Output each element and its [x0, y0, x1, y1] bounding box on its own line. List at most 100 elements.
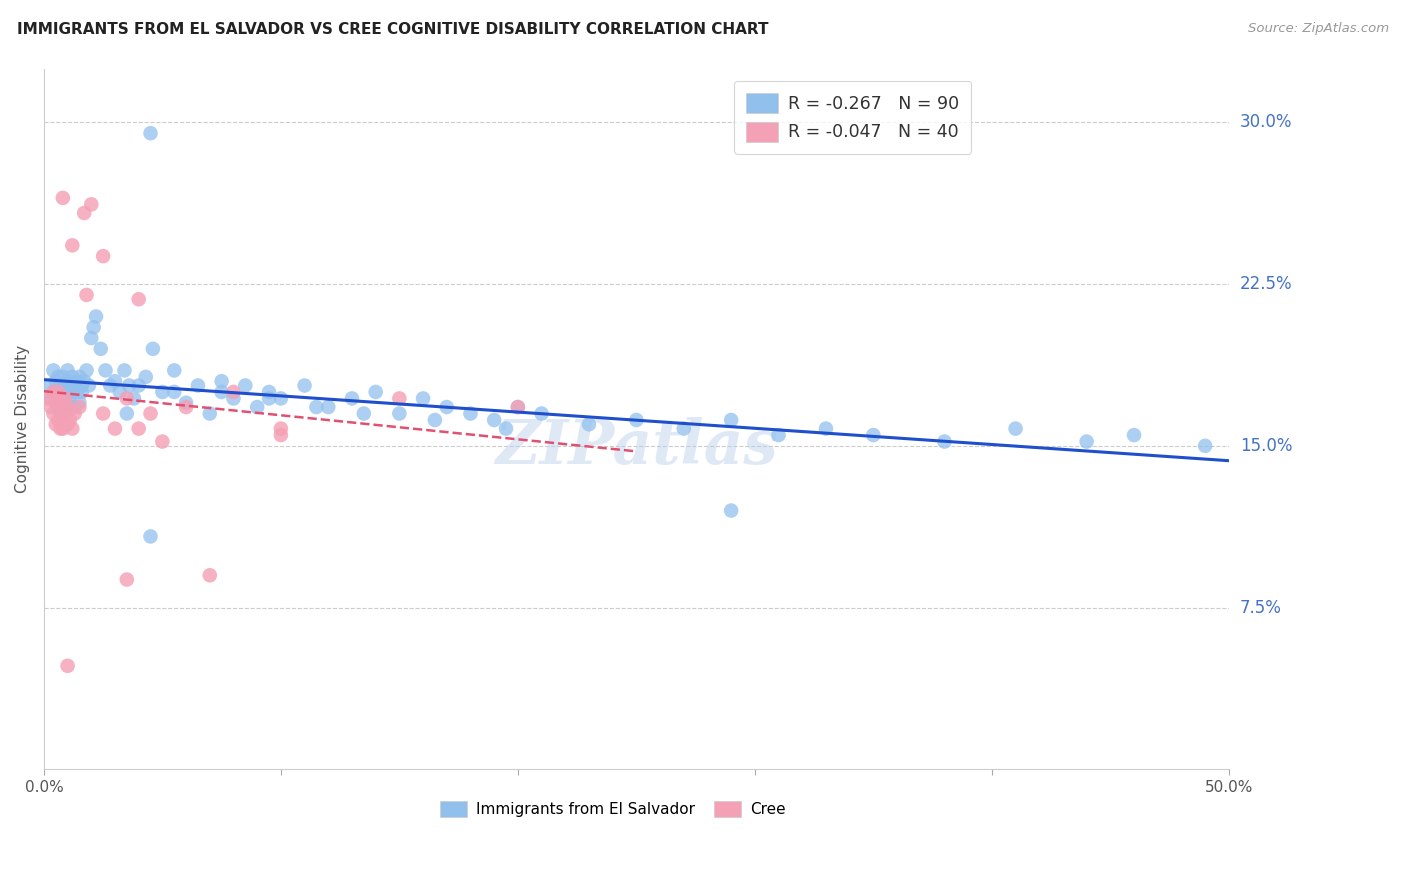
Point: [460, 407, 482, 421]
Point: [720, 413, 742, 427]
Point: [49, 392, 72, 406]
Point: [46, 384, 69, 399]
Point: [720, 503, 742, 517]
Point: [63, 407, 86, 421]
Point: [104, 422, 127, 436]
Point: [45, 417, 67, 432]
Point: [52, 400, 75, 414]
Point: [56, 374, 79, 388]
Point: [128, 378, 150, 392]
Point: [222, 392, 245, 406]
Text: ZIPatlas: ZIPatlas: [495, 417, 778, 477]
Point: [495, 422, 517, 436]
Point: [270, 428, 292, 442]
Point: [436, 400, 458, 414]
Text: 7.5%: 7.5%: [1240, 599, 1282, 616]
Point: [53, 407, 76, 421]
Point: [80, 197, 103, 211]
Point: [56, 658, 79, 673]
Text: Source: ZipAtlas.com: Source: ZipAtlas.com: [1249, 22, 1389, 36]
Point: [270, 422, 292, 436]
Point: [66, 374, 89, 388]
Point: [114, 363, 136, 377]
Point: [139, 407, 162, 421]
Point: [233, 378, 256, 392]
Point: [257, 392, 280, 406]
Point: [45, 396, 67, 410]
Point: [46, 400, 69, 414]
Point: [53, 400, 76, 414]
Point: [163, 363, 186, 377]
Point: [388, 407, 411, 421]
Point: [211, 384, 233, 399]
Point: [222, 384, 245, 399]
Point: [316, 400, 339, 414]
Point: [91, 407, 114, 421]
Point: [39, 392, 62, 406]
Point: [118, 378, 141, 392]
Point: [862, 428, 884, 442]
Point: [150, 434, 173, 449]
Point: [46, 369, 69, 384]
Point: [60, 422, 83, 436]
Point: [1004, 422, 1026, 436]
Point: [60, 238, 83, 252]
Point: [49, 422, 72, 436]
Point: [52, 369, 75, 384]
Point: [67, 369, 90, 384]
Point: [270, 392, 292, 406]
Point: [211, 374, 233, 388]
Point: [77, 378, 100, 392]
Point: [59, 413, 82, 427]
Point: [39, 400, 62, 414]
Point: [49, 378, 72, 392]
Point: [52, 422, 75, 436]
Point: [70, 384, 93, 399]
Point: [63, 400, 86, 414]
Point: [53, 378, 76, 392]
Point: [423, 413, 446, 427]
Point: [91, 249, 114, 263]
Point: [38, 378, 60, 392]
Point: [76, 363, 98, 377]
Point: [73, 374, 96, 388]
Point: [388, 392, 411, 406]
Point: [115, 573, 138, 587]
Point: [42, 363, 65, 377]
Point: [246, 400, 269, 414]
Point: [128, 422, 150, 436]
Point: [768, 428, 790, 442]
Point: [506, 400, 529, 414]
Point: [305, 400, 328, 414]
Point: [163, 384, 186, 399]
Point: [70, 378, 93, 392]
Point: [45, 396, 67, 410]
Point: [934, 434, 956, 449]
Point: [66, 384, 89, 399]
Point: [174, 396, 197, 410]
Point: [38, 392, 60, 406]
Point: [59, 396, 82, 410]
Point: [98, 378, 121, 392]
Point: [294, 378, 316, 392]
Point: [198, 407, 221, 421]
Point: [94, 363, 117, 377]
Point: [198, 568, 221, 582]
Point: [115, 407, 138, 421]
Point: [672, 422, 695, 436]
Text: IMMIGRANTS FROM EL SALVADOR VS CREE COGNITIVE DISABILITY CORRELATION CHART: IMMIGRANTS FROM EL SALVADOR VS CREE COGN…: [17, 22, 768, 37]
Point: [53, 392, 76, 406]
Point: [80, 331, 103, 345]
Point: [139, 126, 162, 140]
Point: [56, 400, 79, 414]
Point: [56, 363, 79, 377]
Point: [135, 369, 157, 384]
Point: [60, 384, 83, 399]
Point: [42, 384, 65, 399]
Point: [530, 407, 553, 421]
Point: [174, 400, 197, 414]
Point: [83, 320, 105, 334]
Point: [626, 413, 648, 427]
Point: [1194, 439, 1216, 453]
Point: [52, 191, 75, 205]
